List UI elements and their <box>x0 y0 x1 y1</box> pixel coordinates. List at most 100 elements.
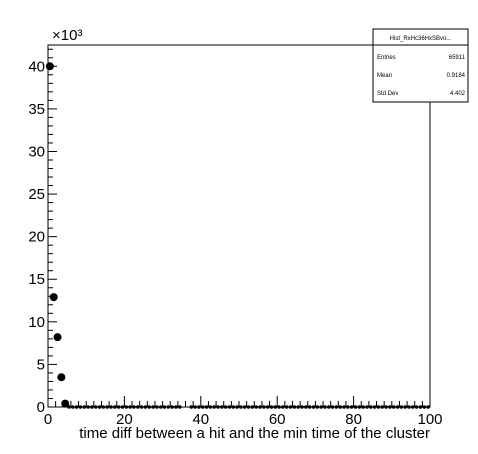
zero-bin-point <box>262 405 266 409</box>
y-tick-label: 40 <box>28 58 45 75</box>
zero-bin-point <box>349 405 354 409</box>
zero-bin-point <box>90 405 94 409</box>
zero-bin-point <box>254 405 258 409</box>
zero-bin-point <box>380 405 385 409</box>
data-point <box>49 293 58 302</box>
x-tick-label: 20 <box>116 411 133 428</box>
zero-bin-point <box>235 405 239 409</box>
zero-bin-point <box>166 405 171 409</box>
zero-bin-point <box>216 405 220 409</box>
x-tick-label: 0 <box>44 411 52 428</box>
x-tick-label: 80 <box>345 411 362 428</box>
zero-bin-point <box>258 405 262 409</box>
zero-bin-point <box>93 405 98 409</box>
stats-box: Hist_RxHc36HxSBvo... Entries 65911 Mean … <box>372 28 469 103</box>
y-tick-label: 35 <box>28 101 45 118</box>
x-tick-label: 60 <box>269 411 286 428</box>
zero-bin-point <box>426 405 430 409</box>
zero-bin-point <box>338 405 343 409</box>
zero-bin-point <box>170 405 174 409</box>
zero-bin-point <box>388 405 392 409</box>
data-point <box>61 399 70 408</box>
zero-bin-point <box>231 405 236 409</box>
zero-bin-point <box>376 405 381 409</box>
zero-bin-point <box>250 405 255 409</box>
zero-bin-point <box>109 405 113 409</box>
zero-bin-point <box>368 405 373 409</box>
stats-box-frame <box>372 28 469 103</box>
stats-value-stddev: 4.402 <box>450 91 466 97</box>
zero-bin-point <box>353 405 358 409</box>
x-axis-title: time diff between a hit and the min time… <box>79 425 430 442</box>
zero-bin-point <box>391 405 396 409</box>
zero-bin-point <box>315 405 320 409</box>
zero-bin-point <box>269 405 274 409</box>
zero-bin-point <box>135 405 140 409</box>
zero-bin-point <box>158 405 163 409</box>
zero-bin-point <box>365 405 369 409</box>
zero-bin-point <box>403 405 407 409</box>
zero-bin-point <box>116 405 121 409</box>
zero-bin-point <box>411 405 415 409</box>
data-point <box>45 62 54 71</box>
zero-bin-point <box>277 405 281 409</box>
x-axis: 0 20 40 60 80 100 <box>44 396 443 428</box>
zero-bin-point <box>139 405 144 409</box>
stats-value-entries: 65911 <box>449 55 466 61</box>
zero-bin-point <box>372 405 377 409</box>
zero-bin-point <box>124 405 129 409</box>
zero-bin-markers <box>67 405 430 409</box>
zero-bin-point <box>208 405 213 409</box>
zero-bin-point <box>292 405 297 409</box>
data-point <box>57 373 66 382</box>
zero-bin-point <box>361 405 365 409</box>
zero-bin-point <box>162 405 167 409</box>
zero-bin-point <box>422 405 427 409</box>
y-tick-label: 5 <box>37 356 45 373</box>
zero-bin-point <box>300 405 304 409</box>
zero-bin-point <box>304 405 308 409</box>
zero-bin-point <box>296 405 301 409</box>
stats-label-entries: Entries <box>377 55 396 61</box>
stats-box-name: Hist_RxHc36HxSBvo... <box>390 36 452 42</box>
y-axis: 0 5 10 15 20 25 30 35 40 <box>28 48 57 416</box>
zero-bin-point <box>189 405 194 409</box>
zero-bin-point <box>418 405 423 409</box>
data-series <box>45 62 70 408</box>
zero-bin-point <box>223 405 228 409</box>
y-tick-label: 20 <box>28 229 45 246</box>
zero-bin-point <box>311 405 316 409</box>
zero-bin-point <box>193 405 197 409</box>
zero-bin-point <box>326 405 331 409</box>
zero-bin-point <box>97 405 102 409</box>
zero-bin-point <box>342 405 346 409</box>
stats-label-stddev: Std Dev <box>377 91 398 97</box>
zero-bin-point <box>78 405 83 409</box>
zero-bin-point <box>128 405 132 409</box>
zero-bin-point <box>155 405 159 409</box>
zero-bin-point <box>288 405 293 409</box>
zero-bin-point <box>82 405 87 409</box>
zero-bin-point <box>399 405 404 409</box>
zero-bin-point <box>281 405 285 409</box>
zero-bin-point <box>384 405 388 409</box>
zero-bin-point <box>220 405 224 409</box>
y-tick-label: 0 <box>37 399 45 416</box>
zero-bin-point <box>197 405 201 409</box>
zero-bin-point <box>200 405 205 409</box>
zero-bin-point <box>395 405 400 409</box>
zero-bin-point <box>239 405 243 409</box>
zero-bin-point <box>143 405 148 409</box>
data-point <box>53 333 62 342</box>
zero-bin-point <box>307 405 312 409</box>
y-tick-label: 30 <box>28 143 45 160</box>
zero-bin-point <box>227 405 232 409</box>
zero-bin-point <box>174 405 178 409</box>
zero-bin-point <box>357 405 362 409</box>
zero-bin-point <box>265 405 270 409</box>
zero-bin-point <box>151 405 155 409</box>
zero-bin-point <box>147 405 152 409</box>
zero-bin-point <box>246 405 251 409</box>
zero-bin-point <box>242 405 247 409</box>
